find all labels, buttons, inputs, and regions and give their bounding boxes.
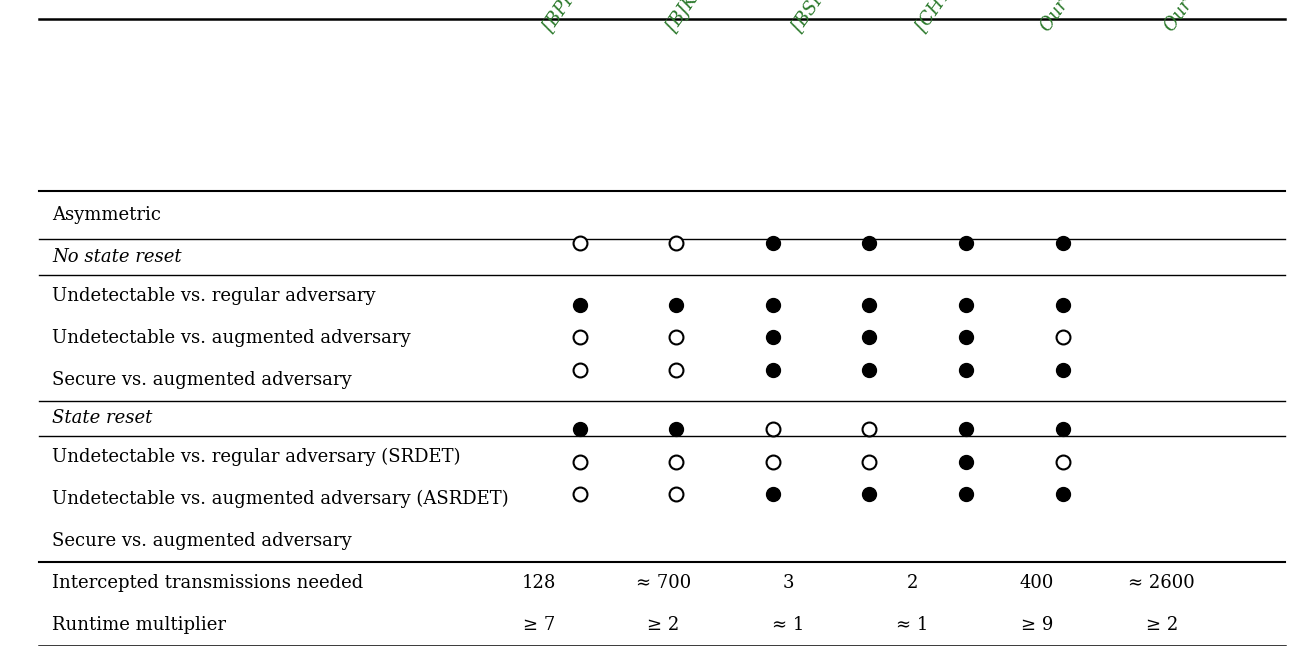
Text: ≥ 9: ≥ 9 bbox=[1022, 616, 1053, 634]
Text: ≥ 2: ≥ 2 bbox=[648, 616, 679, 634]
Text: ≥ 7: ≥ 7 bbox=[523, 616, 554, 634]
Text: 128: 128 bbox=[522, 574, 556, 592]
Text: [BJK15]: [BJK15] bbox=[663, 0, 719, 35]
Text: Runtime multiplier: Runtime multiplier bbox=[52, 616, 226, 634]
Text: ≈ 700: ≈ 700 bbox=[636, 574, 691, 592]
Text: Undetectable vs. augmented adversary (ASRDET): Undetectable vs. augmented adversary (AS… bbox=[52, 490, 509, 508]
Text: [BSKC19]: [BSKC19] bbox=[788, 0, 854, 35]
Text: 400: 400 bbox=[1020, 574, 1054, 592]
Text: Our type 1: Our type 1 bbox=[1037, 0, 1107, 35]
Text: ≥ 2: ≥ 2 bbox=[1146, 616, 1177, 634]
Text: Our type 2: Our type 2 bbox=[1162, 0, 1232, 35]
Text: Undetectable vs. regular adversary (SRDET): Undetectable vs. regular adversary (SRDE… bbox=[52, 448, 461, 466]
Text: Intercepted transmissions needed: Intercepted transmissions needed bbox=[52, 574, 363, 592]
Text: Undetectable vs. regular adversary: Undetectable vs. regular adversary bbox=[52, 287, 375, 304]
Text: [CHY20]: [CHY20] bbox=[912, 0, 972, 35]
Text: No state reset: No state reset bbox=[52, 248, 182, 266]
Text: Secure vs. augmented adversary: Secure vs. augmented adversary bbox=[52, 532, 352, 550]
Text: [BPR14]: [BPR14] bbox=[539, 0, 597, 35]
Text: 3: 3 bbox=[783, 574, 793, 592]
Text: State reset: State reset bbox=[52, 410, 152, 427]
Text: Asymmetric: Asymmetric bbox=[52, 206, 161, 224]
Text: Undetectable vs. augmented adversary: Undetectable vs. augmented adversary bbox=[52, 329, 410, 346]
Text: ≈ 1: ≈ 1 bbox=[772, 616, 803, 634]
Text: ≈ 2600: ≈ 2600 bbox=[1128, 574, 1195, 592]
Text: 2: 2 bbox=[907, 574, 918, 592]
Text: ≈ 1: ≈ 1 bbox=[897, 616, 928, 634]
Text: Secure vs. augmented adversary: Secure vs. augmented adversary bbox=[52, 371, 352, 388]
